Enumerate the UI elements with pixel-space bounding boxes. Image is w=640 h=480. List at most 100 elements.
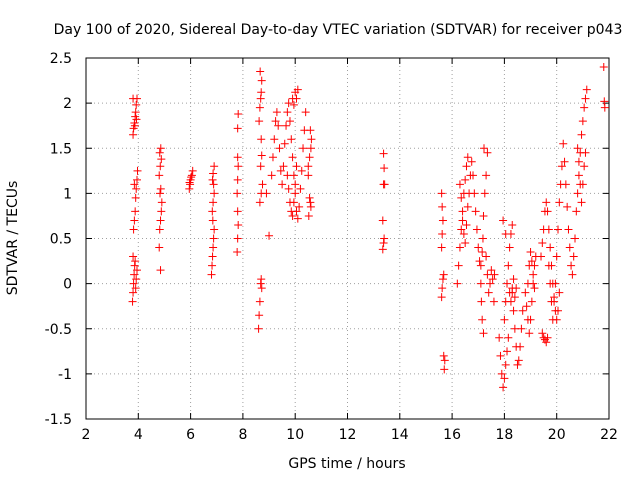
data-point [550, 297, 559, 306]
data-point [504, 333, 513, 342]
data-point [453, 279, 462, 288]
data-point [455, 243, 464, 252]
data-point [527, 297, 536, 306]
x-tick-label: 6 [186, 427, 195, 443]
data-point [208, 175, 217, 184]
data-point [262, 189, 271, 198]
data-point [438, 284, 447, 293]
data-point [530, 284, 539, 293]
data-point [538, 239, 547, 248]
data-point [156, 266, 165, 275]
data-point [567, 261, 576, 270]
data-point [234, 109, 243, 118]
data-point [542, 338, 551, 347]
data-point [233, 175, 242, 184]
data-point [378, 245, 387, 254]
data-point [600, 103, 609, 112]
x-axis-title: GPS time / hours [288, 456, 405, 472]
data-point [208, 216, 217, 225]
data-point [306, 126, 315, 135]
data-point [155, 148, 164, 157]
data-point [538, 329, 547, 338]
data-point [578, 180, 587, 189]
data-point [537, 252, 546, 261]
data-point [296, 184, 305, 193]
data-point [130, 261, 139, 270]
data-point [512, 284, 521, 293]
data-point [505, 288, 514, 297]
data-point [234, 220, 243, 229]
data-point [471, 207, 480, 216]
chart-title: Day 100 of 2020, Sidereal Day-to-day VTE… [54, 22, 623, 38]
data-point [440, 365, 449, 374]
data-point [569, 252, 578, 261]
data-point [275, 144, 284, 153]
data-point [529, 270, 538, 279]
data-point [474, 243, 483, 252]
data-point [209, 198, 218, 207]
data-point [455, 180, 464, 189]
data-point [306, 144, 315, 153]
data-point [129, 225, 138, 234]
y-tick-label: 2 [63, 96, 72, 112]
data-point [568, 270, 577, 279]
y-tick-label: 1 [63, 186, 72, 202]
y-axis-title: SDTVAR / TECUs [5, 181, 21, 296]
data-point [255, 198, 264, 207]
data-point [132, 266, 141, 275]
data-point [132, 100, 141, 109]
data-point [295, 202, 304, 211]
data-point [278, 180, 287, 189]
data-point [489, 297, 498, 306]
data-point [254, 324, 263, 333]
data-point [256, 162, 265, 171]
data-point [265, 231, 274, 240]
data-point [578, 117, 587, 126]
data-point [208, 207, 217, 216]
data-point [209, 234, 218, 243]
data-point [462, 220, 471, 229]
data-point [439, 270, 448, 279]
data-point [517, 324, 526, 333]
data-point [284, 184, 293, 193]
data-point [207, 270, 216, 279]
data-point [477, 297, 486, 306]
x-axis-tick-labels: 2 4 6 8 10 12 14 16 18 20 22 [82, 427, 618, 443]
data-point [483, 148, 492, 157]
y-tick-label: 2.5 [50, 51, 72, 67]
data-point [130, 121, 139, 130]
data-point [457, 193, 466, 202]
data-point [129, 279, 138, 288]
data-point [233, 207, 242, 216]
data-point [487, 266, 496, 275]
x-tick-label: 14 [391, 427, 409, 443]
data-point [542, 198, 551, 207]
data-point [306, 202, 315, 211]
data-point [299, 144, 308, 153]
data-point [291, 189, 300, 198]
data-point [463, 153, 472, 162]
data-point [301, 108, 310, 117]
data-point [516, 342, 525, 351]
data-point [504, 261, 513, 270]
data-point [557, 162, 566, 171]
data-point [521, 288, 530, 297]
data-point [503, 279, 512, 288]
data-point [469, 171, 478, 180]
data-point [255, 311, 264, 320]
data-point [233, 153, 242, 162]
data-point [297, 166, 306, 175]
data-point [438, 229, 447, 238]
data-point [581, 148, 590, 157]
x-tick-label: 2 [82, 427, 91, 443]
data-point [210, 225, 219, 234]
data-point [565, 243, 574, 252]
data-point [459, 229, 468, 238]
data-point [559, 139, 568, 148]
data-point [257, 76, 266, 85]
data-point [210, 162, 219, 171]
data-point [292, 94, 301, 103]
y-tick-label: 1.5 [50, 141, 72, 157]
data-point [500, 374, 509, 383]
y-tick-label: -1 [58, 367, 72, 383]
